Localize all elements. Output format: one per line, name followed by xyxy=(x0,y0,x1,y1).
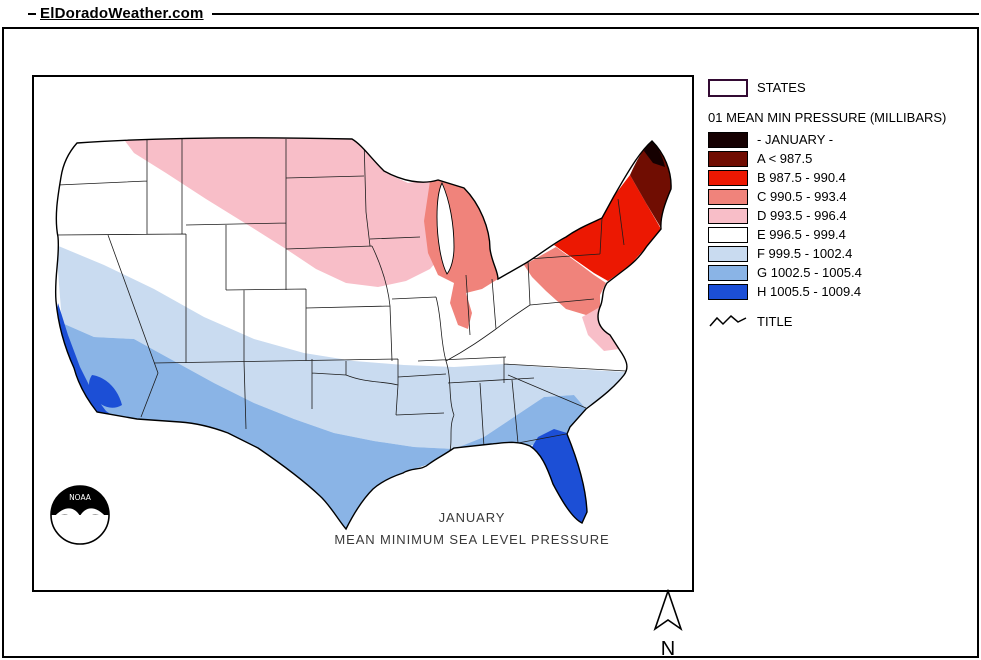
legend-entry-label-f: F 999.5 - 1002.4 xyxy=(757,245,853,261)
map-caption-line1: JANUARY xyxy=(438,510,506,525)
legend-entry-row-g: G 1002.5 - 1005.4 xyxy=(708,264,980,281)
map-region-darkest xyxy=(644,141,665,167)
legend-entry-row-d: D 993.5 - 996.4 xyxy=(708,207,980,224)
site-title: ElDoradoWeather.com xyxy=(40,5,204,22)
legend-entry-row-f: F 999.5 - 1002.4 xyxy=(708,245,980,262)
legend-title-row: TITLE xyxy=(708,313,980,331)
north-compass: N xyxy=(636,588,700,660)
legend-swatch-c xyxy=(708,188,748,205)
legend-swatch-b xyxy=(708,169,748,186)
us-outline xyxy=(54,137,672,531)
legend-states-row: STATES xyxy=(708,79,980,97)
legend-swatch-d xyxy=(708,207,748,224)
legend-title-label: TITLE xyxy=(757,313,793,329)
legend-swatch-e xyxy=(708,226,748,243)
noaa-logo-top-half xyxy=(51,486,109,515)
legend-subtitle-label: - JANUARY - xyxy=(757,131,834,147)
legend-swatch-h xyxy=(708,283,748,300)
map-region-c xyxy=(424,178,606,329)
map-region-g xyxy=(62,323,586,529)
legend-entry-label-e: E 996.5 - 999.4 xyxy=(757,226,846,242)
map-region-b xyxy=(554,175,661,281)
legend-entry-label-g: G 1002.5 - 1005.4 xyxy=(757,264,862,280)
content-frame: NOAA JANUARY MEAN MINIMUM SEA LEVEL PRES… xyxy=(2,27,980,660)
site-header: ElDoradoWeather.com xyxy=(0,0,981,27)
legend-entry-row-b: B 987.5 - 990.4 xyxy=(708,169,980,186)
legend: STATES 01 MEAN MIN PRESSURE (MILLIBARS) … xyxy=(708,79,980,334)
us-pressure-map: NOAA xyxy=(50,137,672,545)
legend-entry-label-h: H 1005.5 - 1009.4 xyxy=(757,283,862,299)
map-panel: NOAA JANUARY MEAN MINIMUM SEA LEVEL PRES… xyxy=(32,75,694,592)
noaa-logo: NOAA xyxy=(50,485,110,545)
legend-series-title: 01 MEAN MIN PRESSURE (MILLIBARS) xyxy=(708,110,947,125)
legend-subtitle-swatch xyxy=(708,131,748,148)
states-label: STATES xyxy=(757,80,806,96)
state-borders xyxy=(55,138,627,458)
north-label: N xyxy=(660,638,676,660)
legend-subtitle-row: - JANUARY - xyxy=(708,131,980,148)
legend-entry-row-c: C 990.5 - 993.4 xyxy=(708,188,980,205)
states-swatch xyxy=(708,79,748,97)
legend-swatch-f xyxy=(708,245,748,262)
header-rule-right xyxy=(211,12,979,15)
header-rule-left xyxy=(28,12,36,15)
legend-entry-row-e: E 996.5 - 999.4 xyxy=(708,226,980,243)
map-region-f xyxy=(56,245,626,449)
map-region-d xyxy=(122,137,619,351)
legend-swatch-g xyxy=(708,264,748,281)
north-arrow-icon xyxy=(653,588,683,632)
legend-entry-label-b: B 987.5 - 990.4 xyxy=(757,169,846,185)
noaa-logo-text: NOAA xyxy=(69,493,92,502)
legend-entry-label-d: D 993.5 - 996.4 xyxy=(757,207,847,223)
map-caption: JANUARY MEAN MINIMUM SEA LEVEL PRESSURE xyxy=(274,507,670,551)
noaa-seagull-icon xyxy=(53,508,107,525)
legend-swatch-a xyxy=(708,150,748,167)
legend-entry-row-a: A < 987.5 xyxy=(708,150,980,167)
title-squiggle-icon xyxy=(708,313,748,331)
lake-michigan xyxy=(436,181,455,275)
legend-entry-label-a: A < 987.5 xyxy=(757,150,813,166)
legend-entry-row-h: H 1005.5 - 1009.4 xyxy=(708,283,980,300)
legend-entry-label-c: C 990.5 - 993.4 xyxy=(757,188,847,204)
map-caption-line2: MEAN MINIMUM SEA LEVEL PRESSURE xyxy=(334,532,610,548)
